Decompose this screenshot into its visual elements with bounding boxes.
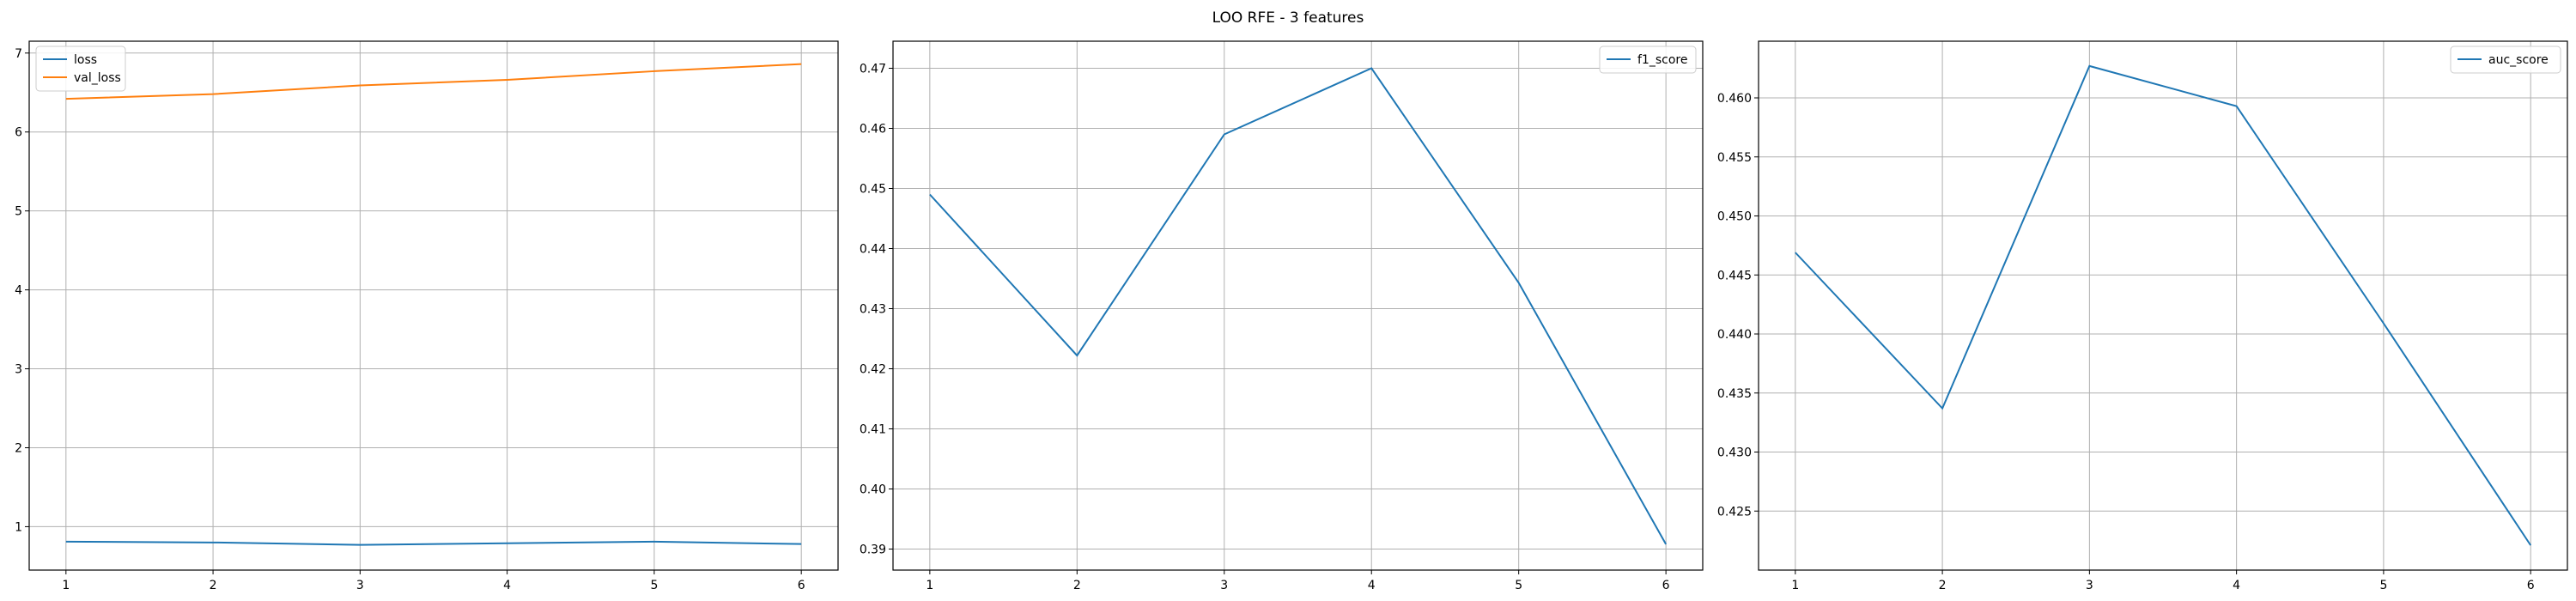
y-tick-label: 0.440 [1717, 328, 1752, 342]
x-tick-label: 3 [2086, 579, 2093, 592]
x-tick-label: 2 [210, 579, 217, 592]
x-tick-label: 4 [2233, 579, 2240, 592]
axes-frame [892, 40, 1704, 571]
subplot-1: 1 2 3 4 5 6 1 2 3 4 5 6 7 loss val_loss [15, 40, 839, 592]
legend-box [2450, 46, 2561, 74]
y-tick-label: 0.43 [860, 303, 886, 317]
y-tick-label: 0.430 [1717, 446, 1752, 460]
series-line-auc-score [1795, 64, 2532, 546]
figure-title: LOO RFE - 3 features [1212, 9, 1364, 27]
y-tick-label: 0.45 [860, 183, 886, 197]
series-line-loss [65, 540, 802, 546]
y-tick-label: 0.40 [860, 483, 886, 497]
y-tick-label: 1 [15, 520, 22, 534]
y-tick-label: 7 [15, 47, 22, 61]
legend-label: loss [74, 53, 97, 67]
subplot-3: 1 2 3 4 5 6 0.425 0.430 0.435 0.440 0.445 0.450 0.45… [1717, 40, 2568, 592]
legend: f1_score [1599, 46, 1697, 74]
y-tick-label: 0.42 [860, 363, 886, 377]
x-tick-label: 5 [1515, 579, 1522, 592]
y-tick-label: 0.44 [860, 243, 886, 257]
y-tick-label: 0.425 [1717, 505, 1752, 519]
x-tick-label: 2 [1939, 579, 1947, 592]
x-tick-label: 3 [1220, 579, 1228, 592]
y-tick-label: 3 [15, 363, 22, 377]
y-tick-label: 0.41 [860, 423, 886, 437]
y-tick-label: 0.435 [1717, 387, 1752, 401]
y-tick-label: 5 [15, 205, 22, 219]
y-tick-label: 4 [15, 284, 22, 298]
y-tick-label: 0.39 [860, 543, 886, 557]
x-tick-label: 1 [62, 579, 70, 592]
x-tick-label: 6 [798, 579, 805, 592]
axes-frame [1758, 40, 2568, 571]
legend-box [35, 46, 126, 92]
series-line-val-loss [65, 63, 802, 100]
x-tick-label: 4 [503, 579, 511, 592]
x-tick-label: 5 [650, 579, 658, 592]
x-tick-label: 6 [1662, 579, 1670, 592]
legend: auc_score [2450, 46, 2561, 74]
axes-frame [28, 40, 839, 571]
x-tick-label: 1 [1791, 579, 1799, 592]
x-tick-label: 3 [356, 579, 364, 592]
y-tick-label: 0.46 [860, 123, 886, 137]
subplot-2: 1 2 3 4 5 6 0.39 0.40 0.41 0.42 0.43 0.44 0.45 0.46 0.… [860, 40, 1704, 592]
y-tick-label: 6 [15, 126, 22, 140]
y-tick-label: 0.450 [1717, 210, 1752, 224]
x-tick-label: 5 [2379, 579, 2387, 592]
legend-label: val_loss [74, 71, 121, 85]
x-tick-label: 4 [1368, 579, 1376, 592]
x-tick-label: 6 [2527, 579, 2535, 592]
y-tick-label: 2 [15, 441, 22, 455]
x-tick-label: 1 [926, 579, 933, 592]
legend-label: f1_score [1637, 53, 1687, 67]
series-line-f1-score [929, 67, 1668, 545]
y-tick-label: 0.455 [1717, 151, 1752, 165]
legend-box [1599, 46, 1697, 74]
subplots: 1 2 3 4 5 6 1 2 3 4 5 6 7 loss val_loss 1 2 3 4 5 6 0.39 0.40 0… [15, 40, 2568, 592]
legend: loss val_loss [35, 46, 126, 92]
legend-label: auc_score [2488, 53, 2549, 67]
y-tick-label: 0.445 [1717, 269, 1752, 282]
x-tick-label: 2 [1073, 579, 1081, 592]
y-tick-label: 0.47 [860, 63, 886, 76]
y-tick-label: 0.460 [1717, 92, 1752, 106]
